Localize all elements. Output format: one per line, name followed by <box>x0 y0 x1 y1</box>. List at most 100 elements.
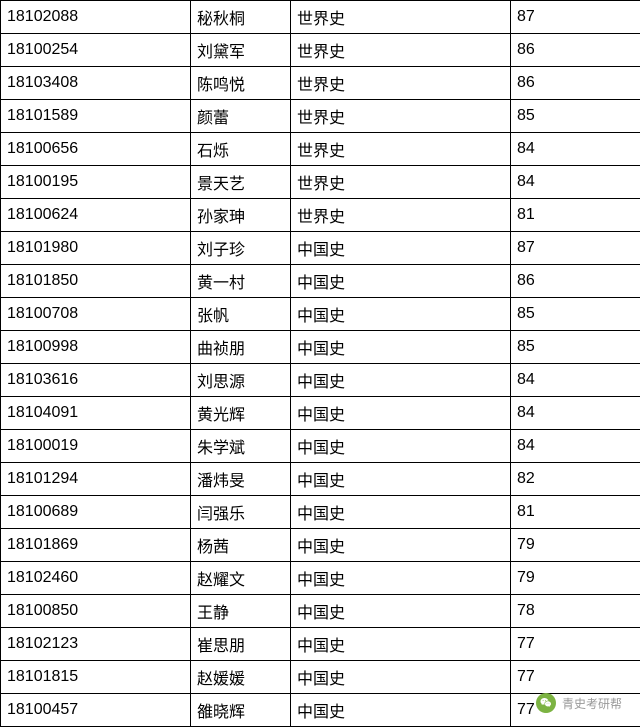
cell-name: 黄一村 <box>191 265 291 298</box>
table-row: 18100708张帆中国史85 <box>1 298 640 331</box>
cell-subject: 世界史 <box>291 67 511 100</box>
score-table: 18102088秘秋桐世界史8718100254刘黛军世界史8618103408… <box>0 0 640 727</box>
cell-score: 78 <box>511 595 640 628</box>
watermark-text: 青史考研帮 <box>562 695 622 712</box>
table-row: 18101869杨茜中国史79 <box>1 529 640 562</box>
cell-subject: 世界史 <box>291 1 511 34</box>
cell-score: 86 <box>511 67 640 100</box>
cell-subject: 世界史 <box>291 133 511 166</box>
table-row: 18101850黄一村中国史86 <box>1 265 640 298</box>
table-row: 18102123崔思朋中国史77 <box>1 628 640 661</box>
table-row: 18100850王静中国史78 <box>1 595 640 628</box>
cell-id: 18103616 <box>1 364 191 397</box>
table-row: 18104091黄光辉中国史84 <box>1 397 640 430</box>
cell-name: 秘秋桐 <box>191 1 291 34</box>
cell-subject: 中国史 <box>291 562 511 595</box>
cell-id: 18100656 <box>1 133 191 166</box>
cell-id: 18100850 <box>1 595 191 628</box>
cell-score: 84 <box>511 430 640 463</box>
cell-id: 18100689 <box>1 496 191 529</box>
cell-name: 赵媛媛 <box>191 661 291 694</box>
cell-score: 85 <box>511 298 640 331</box>
cell-subject: 世界史 <box>291 199 511 232</box>
cell-id: 18101980 <box>1 232 191 265</box>
cell-score: 87 <box>511 232 640 265</box>
wechat-icon <box>536 693 556 713</box>
cell-id: 18101589 <box>1 100 191 133</box>
table-row: 18100019朱学斌中国史84 <box>1 430 640 463</box>
cell-score: 86 <box>511 34 640 67</box>
cell-id: 18101294 <box>1 463 191 496</box>
cell-subject: 世界史 <box>291 100 511 133</box>
cell-name: 朱学斌 <box>191 430 291 463</box>
table-row: 18101980刘子珍中国史87 <box>1 232 640 265</box>
cell-subject: 中国史 <box>291 232 511 265</box>
cell-subject: 中国史 <box>291 430 511 463</box>
cell-name: 曲祯朋 <box>191 331 291 364</box>
cell-score: 79 <box>511 529 640 562</box>
cell-name: 刘思源 <box>191 364 291 397</box>
cell-score: 87 <box>511 1 640 34</box>
cell-subject: 中国史 <box>291 331 511 364</box>
cell-score: 82 <box>511 463 640 496</box>
table-row: 18100195景天艺世界史84 <box>1 166 640 199</box>
cell-name: 闫强乐 <box>191 496 291 529</box>
cell-id: 18101869 <box>1 529 191 562</box>
cell-name: 陈鸣悦 <box>191 67 291 100</box>
cell-score: 81 <box>511 496 640 529</box>
cell-name: 赵耀文 <box>191 562 291 595</box>
cell-score: 84 <box>511 397 640 430</box>
cell-subject: 中国史 <box>291 298 511 331</box>
cell-id: 18100019 <box>1 430 191 463</box>
table-row: 18100254刘黛军世界史86 <box>1 34 640 67</box>
cell-name: 石烁 <box>191 133 291 166</box>
table-row: 18101589颜蕾世界史85 <box>1 100 640 133</box>
cell-score: 79 <box>511 562 640 595</box>
cell-score: 85 <box>511 100 640 133</box>
cell-name: 刘黛军 <box>191 34 291 67</box>
cell-score: 86 <box>511 265 640 298</box>
cell-subject: 中国史 <box>291 529 511 562</box>
cell-subject: 中国史 <box>291 265 511 298</box>
table-row: 18102088秘秋桐世界史87 <box>1 1 640 34</box>
cell-score: 85 <box>511 331 640 364</box>
table-row: 18100689闫强乐中国史81 <box>1 496 640 529</box>
table-row: 18103616刘思源中国史84 <box>1 364 640 397</box>
cell-score: 84 <box>511 364 640 397</box>
cell-subject: 中国史 <box>291 661 511 694</box>
cell-name: 颜蕾 <box>191 100 291 133</box>
cell-name: 雒晓辉 <box>191 694 291 727</box>
cell-subject: 中国史 <box>291 595 511 628</box>
cell-name: 潘炜旻 <box>191 463 291 496</box>
cell-name: 崔思朋 <box>191 628 291 661</box>
cell-id: 18101850 <box>1 265 191 298</box>
cell-score: 77 <box>511 628 640 661</box>
cell-subject: 中国史 <box>291 496 511 529</box>
cell-name: 杨茜 <box>191 529 291 562</box>
cell-id: 18100457 <box>1 694 191 727</box>
table-row: 18101294潘炜旻中国史82 <box>1 463 640 496</box>
cell-id: 18102460 <box>1 562 191 595</box>
cell-subject: 世界史 <box>291 166 511 199</box>
cell-name: 黄光辉 <box>191 397 291 430</box>
cell-subject: 中国史 <box>291 463 511 496</box>
cell-id: 18100708 <box>1 298 191 331</box>
cell-name: 刘子珍 <box>191 232 291 265</box>
cell-score: 84 <box>511 166 640 199</box>
table-row: 18102460赵耀文中国史79 <box>1 562 640 595</box>
table-row: 18100624孙家珅世界史81 <box>1 199 640 232</box>
cell-id: 18102123 <box>1 628 191 661</box>
cell-name: 孙家珅 <box>191 199 291 232</box>
cell-subject: 中国史 <box>291 694 511 727</box>
cell-subject: 世界史 <box>291 34 511 67</box>
table-row: 18100656石烁世界史84 <box>1 133 640 166</box>
cell-id: 18103408 <box>1 67 191 100</box>
cell-id: 18100624 <box>1 199 191 232</box>
cell-subject: 中国史 <box>291 628 511 661</box>
watermark: 青史考研帮 <box>528 689 630 717</box>
cell-name: 王静 <box>191 595 291 628</box>
table-row: 18103408陈鸣悦世界史86 <box>1 67 640 100</box>
cell-id: 18100254 <box>1 34 191 67</box>
cell-subject: 中国史 <box>291 397 511 430</box>
cell-score: 81 <box>511 199 640 232</box>
